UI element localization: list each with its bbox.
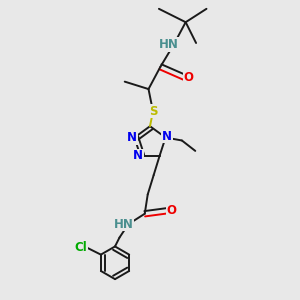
Text: N: N: [127, 131, 137, 144]
Text: N: N: [133, 149, 143, 162]
Text: HN: HN: [158, 38, 178, 51]
Text: HN: HN: [114, 218, 134, 231]
Text: Cl: Cl: [74, 241, 87, 254]
Text: O: O: [184, 71, 194, 84]
Text: N: N: [162, 130, 172, 142]
Text: S: S: [149, 105, 157, 118]
Text: O: O: [167, 204, 176, 217]
